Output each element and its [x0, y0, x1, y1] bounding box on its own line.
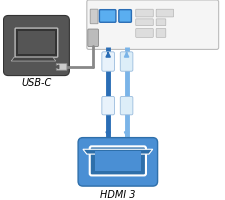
FancyBboxPatch shape [135, 10, 153, 18]
FancyBboxPatch shape [3, 16, 69, 76]
Text: HDMI 3: HDMI 3 [100, 189, 135, 199]
FancyBboxPatch shape [155, 10, 173, 18]
FancyBboxPatch shape [94, 151, 140, 171]
FancyBboxPatch shape [118, 11, 131, 23]
FancyBboxPatch shape [89, 147, 145, 176]
FancyBboxPatch shape [15, 29, 58, 58]
FancyBboxPatch shape [86, 1, 218, 50]
FancyBboxPatch shape [90, 10, 98, 25]
FancyBboxPatch shape [78, 138, 157, 186]
FancyBboxPatch shape [120, 97, 132, 115]
FancyBboxPatch shape [135, 29, 153, 38]
FancyBboxPatch shape [155, 29, 165, 38]
FancyBboxPatch shape [101, 97, 114, 115]
FancyBboxPatch shape [99, 11, 115, 23]
FancyBboxPatch shape [155, 20, 165, 27]
FancyBboxPatch shape [56, 64, 67, 71]
Polygon shape [83, 150, 152, 154]
Text: USB-C: USB-C [21, 77, 51, 87]
Polygon shape [11, 58, 56, 62]
FancyBboxPatch shape [101, 53, 114, 72]
FancyBboxPatch shape [135, 20, 153, 27]
FancyBboxPatch shape [18, 32, 55, 55]
FancyBboxPatch shape [120, 53, 132, 72]
FancyBboxPatch shape [87, 30, 98, 47]
